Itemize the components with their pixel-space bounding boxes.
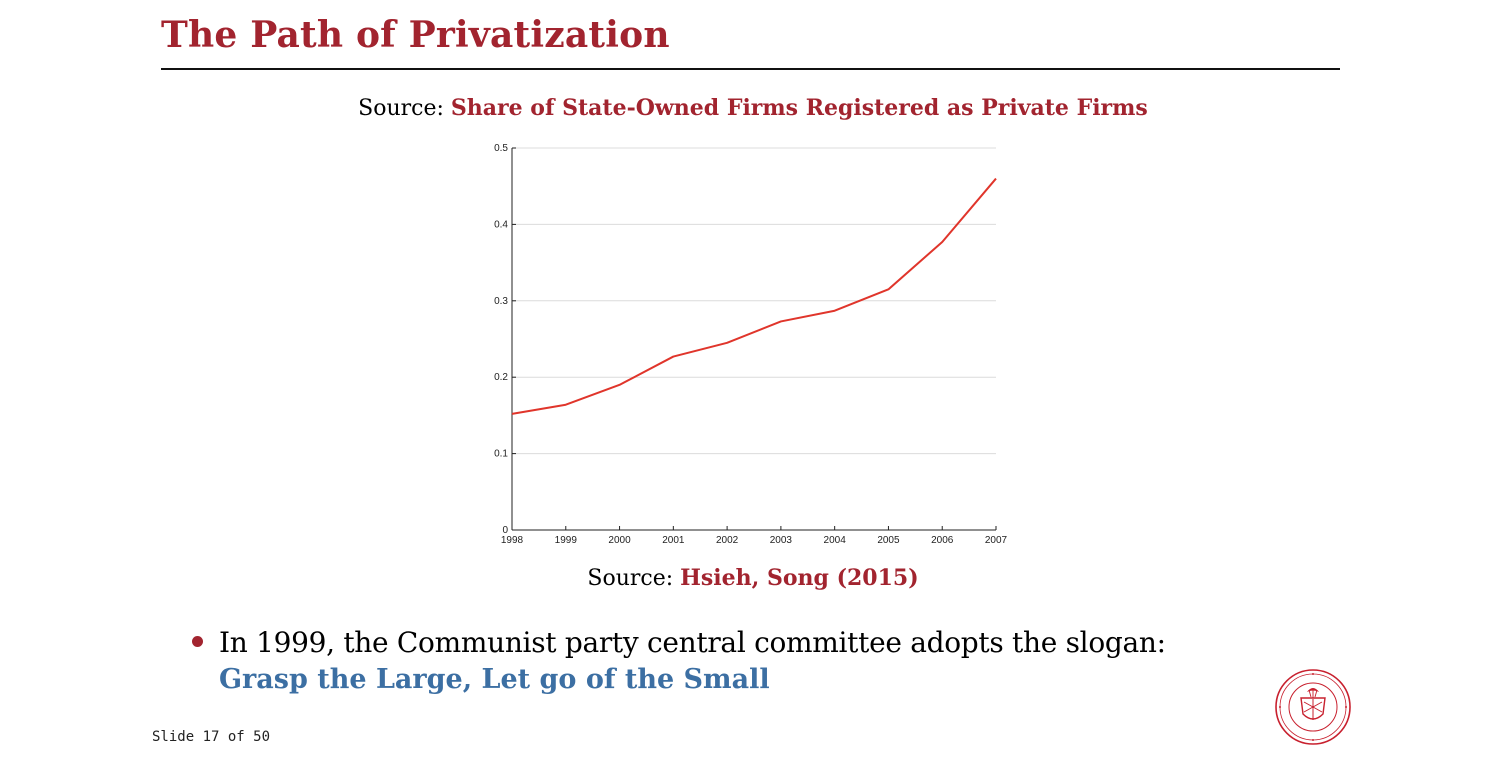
x-tick-label: 1998 — [501, 535, 524, 546]
source-caption: Source: Hsieh, Song (2015) — [0, 565, 1506, 591]
x-tick-label: 2004 — [824, 535, 847, 546]
y-tick-label: 0.3 — [494, 296, 508, 307]
source-citation: Hsieh, Song (2015) — [680, 565, 919, 591]
y-tick-label: 0.4 — [494, 219, 508, 230]
x-tick-label: 2002 — [716, 535, 739, 546]
x-tick-label: 1999 — [555, 535, 578, 546]
y-tick-labels: 0 0.1 0.2 0.3 0.4 0.5 — [494, 143, 508, 536]
slogan-text: Grasp the Large, Let go of the Small — [219, 664, 770, 695]
series-layer — [511, 177, 997, 415]
x-tick-label: 2007 — [985, 535, 1008, 546]
university-seal-icon — [1275, 669, 1351, 745]
y-tick-label: 0.5 — [494, 143, 508, 154]
y-tick-label: 0.1 — [494, 449, 508, 460]
slide-title: The Path of Privatization — [161, 14, 670, 56]
y-tick-label: 0 — [502, 525, 508, 536]
x-tick-label: 2006 — [931, 535, 954, 546]
x-tick-label: 2003 — [770, 535, 793, 546]
x-tick-label: 2001 — [662, 535, 685, 546]
grid-lines — [512, 147, 996, 455]
title-divider — [161, 68, 1340, 70]
slide-counter: Slide 17 of 50 — [152, 729, 271, 745]
axes — [511, 147, 997, 531]
source-caption-prefix: Source: — [587, 566, 681, 591]
bullet-text: In 1999, the Communist party central com… — [219, 626, 1166, 659]
line-chart: 0 0.1 0.2 0.3 0.4 0.5 1998 1999 2000 2001 2002 200… — [494, 143, 1008, 546]
bullet-icon — [192, 636, 203, 647]
x-tick-label: 2000 — [608, 535, 631, 546]
series-line — [511, 177, 997, 415]
chart-caption-prefix: Source: — [358, 96, 451, 121]
x-tick-label: 2005 — [877, 535, 900, 546]
x-tick-labels: 1998 1999 2000 2001 2002 2003 2004 2005 2006 2007 — [501, 535, 1008, 546]
chart-caption: Source: Share of State-Owned Firms Regis… — [0, 95, 1506, 121]
y-tick-label: 0.2 — [494, 372, 508, 383]
chart-caption-title: Share of State-Owned Firms Registered as… — [450, 95, 1148, 121]
